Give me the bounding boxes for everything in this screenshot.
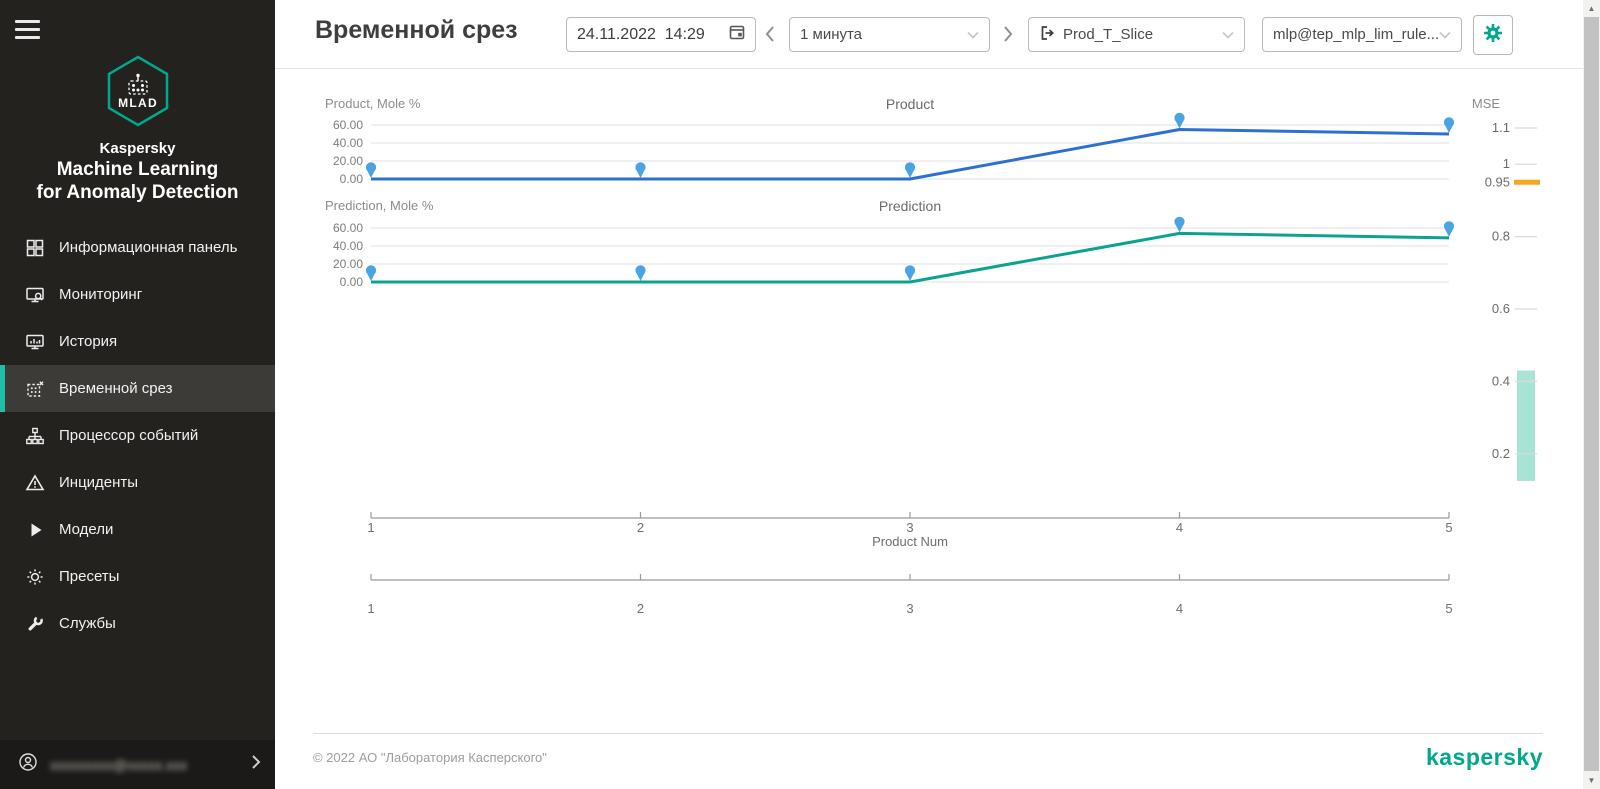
scroll-down-icon[interactable]: ▼ bbox=[1587, 776, 1596, 785]
svg-text:1.1: 1.1 bbox=[1492, 120, 1510, 135]
scrollbar-thumb[interactable] bbox=[1584, 17, 1599, 771]
active-indicator bbox=[0, 365, 5, 412]
sidebar-item-event-processor[interactable]: Процессор событий bbox=[0, 412, 275, 459]
svg-text:Prediction: Prediction bbox=[879, 198, 941, 214]
export-slice-icon bbox=[1039, 25, 1055, 45]
svg-text:0.8: 0.8 bbox=[1492, 229, 1510, 244]
services-icon bbox=[25, 614, 45, 634]
model-value: mlp@tep_mlp_lim_rule... bbox=[1273, 26, 1439, 43]
time-slice-icon bbox=[25, 379, 45, 399]
sidebar-item-dashboard[interactable]: Информационная панель bbox=[0, 224, 275, 271]
chevron-down-icon bbox=[967, 26, 979, 43]
monitoring-icon bbox=[25, 285, 45, 305]
svg-text:0.00: 0.00 bbox=[340, 275, 364, 289]
datetime-input[interactable]: 24.11.2022 14:29 bbox=[566, 17, 756, 52]
sidebar-nav: Информационная панель Мониторинг История bbox=[0, 224, 275, 647]
presets-icon bbox=[25, 567, 45, 587]
sidebar-item-label: Пресеты bbox=[59, 568, 120, 585]
charts-svg: Product, Mole % Product60.0040.0020.000.0… bbox=[325, 96, 1540, 616]
datetime-value: 24.11.2022 14:29 bbox=[577, 25, 705, 43]
sidebar-item-label: Информационная панель bbox=[59, 239, 238, 256]
svg-text:60.00: 60.00 bbox=[333, 118, 363, 132]
svg-text:MLAD: MLAD bbox=[118, 96, 158, 110]
dashboard-icon bbox=[25, 238, 45, 258]
svg-text:1: 1 bbox=[1503, 156, 1510, 171]
calendar-icon[interactable] bbox=[729, 24, 745, 45]
sidebar-item-time-slice[interactable]: Временной срез bbox=[0, 365, 275, 412]
sidebar-item-label: Временной срез bbox=[59, 380, 173, 397]
svg-text:3: 3 bbox=[906, 601, 913, 616]
svg-text:60.00: 60.00 bbox=[333, 221, 363, 235]
settings-button[interactable] bbox=[1473, 15, 1513, 55]
vertical-scrollbar[interactable]: ▲ ▼ bbox=[1583, 0, 1600, 789]
svg-text:5: 5 bbox=[1445, 601, 1452, 616]
sidebar-item-services[interactable]: Службы bbox=[0, 600, 275, 647]
svg-text:0.4: 0.4 bbox=[1492, 373, 1510, 388]
gear-icon bbox=[1482, 22, 1504, 49]
svg-text:0.95: 0.95 bbox=[1485, 174, 1510, 189]
sidebar-item-label: История bbox=[59, 333, 118, 350]
user-account[interactable]: xxxxxxxxx@xxxxx.xxx bbox=[0, 740, 275, 789]
incidents-icon bbox=[25, 473, 45, 493]
chevron-right-icon bbox=[251, 754, 261, 775]
svg-text:Product, Mole %: Product, Mole % bbox=[325, 96, 421, 111]
svg-text:0.2: 0.2 bbox=[1492, 446, 1510, 461]
svg-text:20.00: 20.00 bbox=[333, 154, 363, 168]
svg-text:MSE: MSE bbox=[1472, 96, 1501, 111]
scroll-up-icon[interactable]: ▲ bbox=[1587, 4, 1596, 13]
svg-text:Product: Product bbox=[886, 96, 934, 112]
user-email-redacted: xxxxxxxxx@xxxxx.xxx bbox=[50, 756, 188, 773]
chevron-down-icon bbox=[1439, 26, 1451, 43]
svg-text:4: 4 bbox=[1176, 520, 1183, 535]
models-icon bbox=[25, 520, 45, 540]
sidebar-item-monitoring[interactable]: Мониторинг bbox=[0, 271, 275, 318]
sidebar-item-models[interactable]: Модели bbox=[0, 506, 275, 553]
interval-select[interactable]: 1 минута bbox=[789, 17, 990, 52]
main-content: Временной срез 24.11.2022 14:29 1 минута bbox=[275, 0, 1583, 789]
sidebar-item-label: Службы bbox=[59, 615, 116, 632]
previous-step-button[interactable] bbox=[764, 25, 776, 43]
svg-text:0.6: 0.6 bbox=[1492, 301, 1510, 316]
sidebar-item-history[interactable]: История bbox=[0, 318, 275, 365]
app-logo: MLAD Kaspersky Machine Learning for Anom… bbox=[0, 54, 275, 205]
page-title: Временной срез bbox=[315, 16, 518, 44]
model-select[interactable]: mlp@tep_mlp_lim_rule... bbox=[1262, 17, 1462, 52]
svg-text:2: 2 bbox=[637, 520, 644, 535]
svg-text:20.00: 20.00 bbox=[333, 257, 363, 271]
brand-name: Kaspersky bbox=[99, 140, 176, 157]
sidebar: MLAD Kaspersky Machine Learning for Anom… bbox=[0, 0, 275, 789]
svg-text:Prediction, Mole %: Prediction, Mole % bbox=[325, 198, 434, 213]
slice-value: Prod_T_Slice bbox=[1063, 26, 1154, 43]
svg-text:3: 3 bbox=[906, 520, 913, 535]
svg-text:1: 1 bbox=[367, 601, 374, 616]
footer: © 2022 АО "Лаборатория Касперского" kasp… bbox=[313, 733, 1543, 771]
event-processor-icon bbox=[25, 426, 45, 446]
toolbar: Временной срез 24.11.2022 14:29 1 минута bbox=[275, 0, 1583, 69]
sidebar-item-label: Мониторинг bbox=[59, 286, 143, 303]
svg-text:4: 4 bbox=[1176, 601, 1183, 616]
svg-text:40.00: 40.00 bbox=[333, 136, 363, 150]
user-icon bbox=[18, 752, 38, 777]
next-step-button[interactable] bbox=[1002, 25, 1014, 43]
hamburger-menu-icon[interactable] bbox=[15, 20, 40, 39]
sidebar-item-presets[interactable]: Пресеты bbox=[0, 553, 275, 600]
mlad-hexagon-icon: MLAD bbox=[107, 55, 168, 127]
svg-text:40.00: 40.00 bbox=[333, 239, 363, 253]
sidebar-item-label: Инциденты bbox=[59, 474, 139, 491]
sidebar-item-label: Процессор событий bbox=[59, 427, 199, 444]
svg-text:1: 1 bbox=[367, 520, 374, 535]
history-icon bbox=[25, 332, 45, 352]
sidebar-item-incidents[interactable]: Инциденты bbox=[0, 459, 275, 506]
sidebar-item-label: Модели bbox=[59, 521, 114, 538]
slice-select[interactable]: Prod_T_Slice bbox=[1028, 17, 1245, 52]
kaspersky-logo: kaspersky bbox=[1425, 744, 1543, 770]
chevron-down-icon bbox=[1222, 26, 1234, 43]
product-name: Machine Learning for Anomaly Detection bbox=[36, 159, 239, 203]
svg-text:0.00: 0.00 bbox=[340, 172, 364, 186]
copyright-text: © 2022 АО "Лаборатория Касперского" bbox=[313, 750, 547, 765]
svg-text:5: 5 bbox=[1445, 520, 1452, 535]
svg-text:2: 2 bbox=[637, 601, 644, 616]
svg-text:Product Num: Product Num bbox=[872, 534, 948, 549]
interval-value: 1 минута bbox=[800, 26, 863, 43]
